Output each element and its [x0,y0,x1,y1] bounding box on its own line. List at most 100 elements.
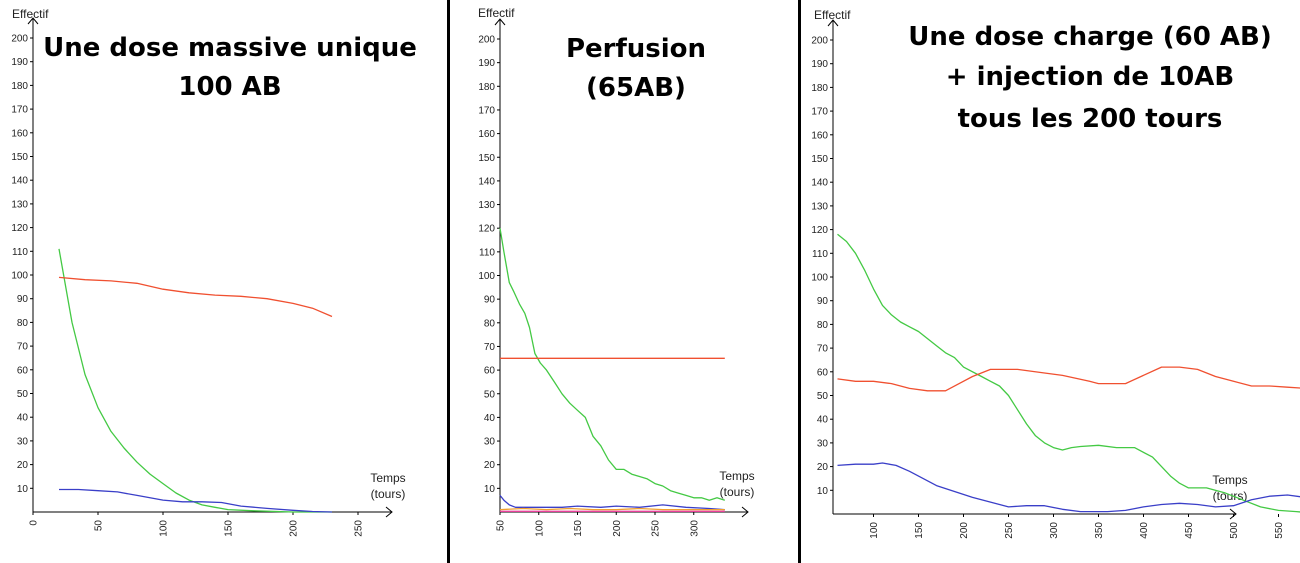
x-tick-label: 100 [534,520,545,537]
y-tick-label: 100 [11,271,28,282]
panel-separator-2 [798,0,801,563]
x-tick-label: 350 [1094,522,1105,539]
y-tick-label: 60 [817,367,829,378]
series-line-green [58,248,332,513]
y-axis-title: Effectif [478,6,515,20]
y-tick-label: 120 [811,225,828,236]
y-tick-label: 120 [478,224,495,235]
series-line-orange [499,507,725,511]
y-tick-label: 40 [17,413,29,424]
y-tick-label: 140 [11,176,28,187]
y-tick-label: 10 [817,486,829,497]
y-tick-label: 10 [17,484,29,495]
panel-separator-1 [447,0,450,563]
y-tick-label: 20 [817,462,829,473]
x-tick-label: 100 [159,520,170,537]
y-tick-label: 120 [11,223,28,234]
x-axis-title-line: Temps [1212,473,1247,487]
y-tick-label: 40 [484,413,496,424]
panel-title-line: tous les 200 tours [958,104,1223,134]
y-axis-arrow [27,17,39,25]
x-tick-label: 150 [224,520,235,537]
chart-panel-1: 10 20 30 40 50 60 70 80 90 100 110 120 130 140 150 160 1… [11,7,417,537]
y-tick-label: 30 [484,437,496,448]
series-line-blue [499,494,725,511]
x-axis-arrow [385,506,393,518]
y-tick-label: 180 [478,82,495,93]
y-tick-label: 170 [478,105,495,116]
y-axis-title: Effectif [814,8,851,22]
chart-panel-3: 10 20 30 40 50 60 70 80 90 100 110 120 130 140 150 160 1… [811,8,1300,539]
y-tick-label: 190 [11,57,28,68]
y-tick-label: 30 [17,436,29,447]
y-tick-label: 70 [484,342,496,353]
y-tick-label: 160 [478,129,495,140]
x-tick-label: 200 [612,520,623,537]
y-tick-label: 60 [484,366,496,377]
y-tick-label: 20 [484,460,496,471]
y-tick-label: 140 [811,178,828,189]
y-tick-label: 80 [17,318,29,329]
y-tick-label: 20 [17,460,29,471]
x-axis-arrow [741,506,749,518]
y-tick-label: 170 [811,107,828,118]
y-tick-label: 140 [478,176,495,187]
x-tick-label: 100 [869,522,880,539]
y-tick-label: 110 [479,247,495,258]
panel-title-line: Une dose massive unique [43,33,417,63]
series-line-blue [837,462,1300,513]
x-tick-label: 500 [1229,522,1240,539]
y-tick-label: 70 [17,342,29,353]
y-axis-title: Effectif [12,7,49,21]
y-tick-label: 190 [478,58,495,69]
y-tick-label: 50 [817,391,829,402]
x-tick-label: 150 [914,522,925,539]
series-line-green [837,233,1300,513]
x-tick-label: 250 [354,520,365,537]
y-axis-arrow [827,19,839,27]
y-tick-label: 190 [811,59,828,70]
x-tick-label: 250 [651,520,662,537]
x-axis-title-line: Temps [370,471,405,485]
series-line-red [837,366,1300,392]
y-tick-label: 110 [12,247,28,258]
x-tick-label: 300 [1049,522,1060,539]
y-tick-label: 160 [11,128,28,139]
y-tick-label: 200 [11,34,28,45]
y-tick-label: 90 [17,294,29,305]
y-tick-label: 30 [817,438,829,449]
y-tick-label: 110 [812,249,828,260]
y-tick-label: 60 [17,365,29,376]
series-line-blue [59,488,333,513]
x-tick-label: 250 [1004,522,1015,539]
y-tick-label: 80 [817,320,829,331]
x-tick-label: 200 [959,522,970,539]
x-tick-label: 550 [1274,522,1285,539]
x-tick-label: 400 [1139,522,1150,539]
y-tick-label: 160 [811,130,828,141]
panel-title-line: Une dose charge (60 AB) [908,22,1271,52]
y-tick-label: 150 [811,154,828,165]
chart-panel-2: 10 20 30 40 50 60 70 80 90 100 110 120 130 140 150 160 1… [478,6,755,537]
y-tick-label: 10 [484,484,496,495]
x-tick-label: 150 [573,520,584,537]
x-tick-label: 300 [689,520,700,537]
y-tick-label: 50 [484,389,496,400]
panel-title-line: + injection de 10AB [946,62,1234,92]
panel-title-line: 100 AB [178,72,281,102]
y-tick-label: 150 [478,153,495,164]
y-tick-label: 90 [817,296,829,307]
chart-panels: 1020304050607080901001101201301401501601… [11,6,1300,539]
y-tick-label: 100 [478,271,495,282]
series-line-red [58,276,333,318]
x-tick-label: 0 [29,520,40,526]
y-tick-label: 80 [484,318,496,329]
panel-title-line: Perfusion [566,34,706,64]
y-tick-label: 180 [811,83,828,94]
y-tick-label: 200 [478,35,495,46]
x-axis-title-line: Temps [719,469,754,483]
y-tick-label: 200 [811,36,828,47]
y-tick-label: 150 [11,152,28,163]
